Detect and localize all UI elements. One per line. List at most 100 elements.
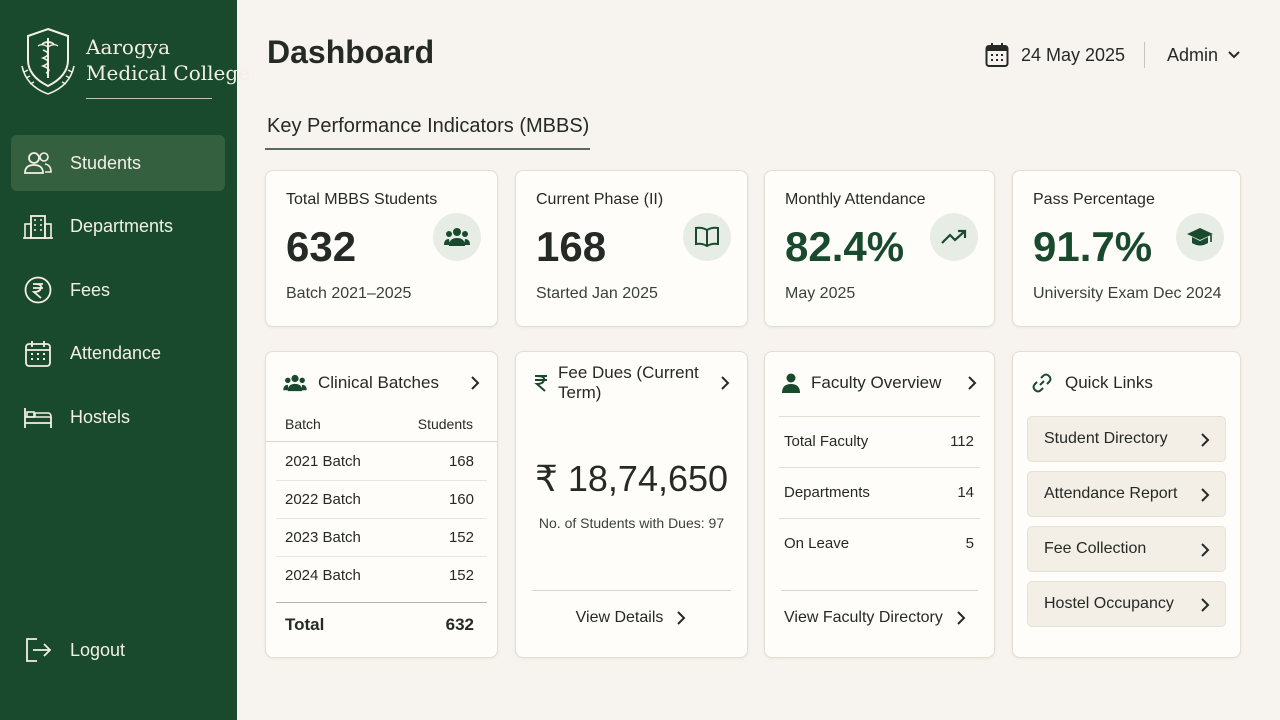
brand-line-1: Aarogya bbox=[86, 35, 170, 59]
faculty-overview-header[interactable]: Faculty Overview bbox=[781, 370, 978, 396]
batch-name: 2021 Batch bbox=[285, 453, 361, 470]
section-underline bbox=[265, 148, 590, 150]
quick-link-hostel-occupancy[interactable]: Hostel Occupancy bbox=[1027, 581, 1226, 627]
quick-link-attendance-report[interactable]: Attendance Report bbox=[1027, 471, 1226, 517]
brand-divider bbox=[86, 98, 212, 99]
kpi-value: 168 bbox=[536, 223, 607, 270]
kpi-label: Pass Percentage bbox=[1033, 191, 1155, 208]
faculty-stat-label: On Leave bbox=[784, 535, 850, 552]
sidebar-item-fees[interactable]: Fees bbox=[11, 262, 225, 318]
card-title: Quick Links bbox=[1065, 373, 1153, 392]
kpi-card-pass-percentage[interactable]: Pass Percentage 91.7% University Exam De… bbox=[1012, 170, 1241, 327]
kpi-value: 632 bbox=[286, 223, 357, 270]
book-icon bbox=[683, 213, 731, 261]
sidebar-item-departments[interactable]: Departments bbox=[11, 199, 225, 255]
card-title: Clinical Batches bbox=[318, 373, 439, 392]
chevron-right-icon bbox=[957, 611, 966, 625]
chevron-right-icon bbox=[1201, 488, 1210, 502]
sidebar-item-label: Fees bbox=[70, 279, 111, 300]
kpi-card-total-students[interactable]: Total MBBS Students 632 Batch 2021–2025 bbox=[265, 170, 498, 327]
clinical-batches-header[interactable]: Clinical Batches bbox=[282, 370, 481, 396]
table-header: Batch Students bbox=[266, 412, 497, 442]
logout-button[interactable]: Logout bbox=[11, 622, 225, 678]
header-divider bbox=[1144, 42, 1145, 68]
quick-link-label: Student Directory bbox=[1044, 430, 1168, 447]
current-date: 24 May 2025 bbox=[1021, 44, 1126, 65]
batch-name: 2023 Batch bbox=[285, 529, 361, 546]
view-details-link[interactable]: View Details bbox=[516, 609, 747, 627]
link-icon bbox=[1029, 372, 1055, 394]
kpi-card-current-phase[interactable]: Current Phase (II) 168 Started Jan 2025 bbox=[515, 170, 748, 327]
bed-icon bbox=[24, 408, 52, 428]
faculty-stat-value: 14 bbox=[957, 484, 974, 501]
chevron-right-icon bbox=[1201, 433, 1210, 447]
chevron-right-icon bbox=[677, 611, 686, 625]
faculty-stat-value: 112 bbox=[950, 433, 974, 450]
faculty-row: Departments 14 bbox=[779, 467, 980, 518]
sidebar-item-label: Attendance bbox=[70, 343, 162, 363]
chevron-right-icon bbox=[1201, 598, 1210, 612]
user-name: Admin bbox=[1167, 44, 1219, 65]
brand[interactable]: Aarogya Medical College bbox=[18, 24, 250, 104]
kpi-subtext: University Exam Dec 2024 bbox=[1033, 285, 1222, 302]
calendar-icon bbox=[25, 340, 51, 367]
brand-name: Aarogya Medical College bbox=[86, 34, 250, 86]
faculty-row: Total Faculty 112 bbox=[779, 416, 980, 467]
calendar-icon bbox=[985, 43, 1009, 67]
batch-name: 2022 Batch bbox=[285, 491, 361, 508]
fee-dues-count: No. of Students with Dues: 97 bbox=[538, 515, 725, 531]
table-row: 2024 Batch 152 bbox=[276, 557, 487, 595]
brand-line-2: Medical College bbox=[86, 61, 251, 85]
logout-icon bbox=[26, 638, 52, 662]
table-total-row: Total 632 bbox=[276, 602, 487, 642]
quick-links-header: Quick Links bbox=[1029, 370, 1224, 396]
sidebar-item-hostels[interactable]: Hostels bbox=[11, 389, 225, 445]
table-row: 2021 Batch 168 bbox=[276, 443, 487, 481]
faculty-stat-label: Total Faculty bbox=[784, 433, 869, 450]
quick-link-student-directory[interactable]: Student Directory bbox=[1027, 416, 1226, 462]
table-row: 2022 Batch 160 bbox=[276, 481, 487, 519]
kpi-label: Monthly Attendance bbox=[785, 191, 926, 208]
quick-link-label: Fee Collection bbox=[1044, 540, 1147, 557]
sidebar-item-label: Departments bbox=[70, 216, 174, 236]
user-menu[interactable]: Admin bbox=[1167, 42, 1240, 68]
faculty-stat-value: 5 bbox=[965, 535, 974, 552]
kpi-card-monthly-attendance[interactable]: Monthly Attendance 82.4% May 2025 bbox=[764, 170, 995, 327]
kpi-label: Current Phase (II) bbox=[536, 191, 664, 208]
faculty-stat-label: Departments bbox=[784, 484, 870, 501]
chevron-right-icon[interactable] bbox=[719, 376, 731, 390]
chevron-right-icon[interactable] bbox=[966, 376, 978, 390]
users-icon bbox=[433, 213, 481, 261]
total-label: Total bbox=[285, 615, 325, 634]
column-header-students: Students bbox=[417, 416, 473, 432]
kpi-subtext: Batch 2021–2025 bbox=[286, 285, 412, 302]
link-label: View Faculty Directory bbox=[784, 609, 943, 626]
chevron-right-icon bbox=[1201, 543, 1210, 557]
sidebar-item-label: Students bbox=[70, 152, 142, 173]
card-title: Fee Dues (Current Term) bbox=[558, 363, 699, 402]
card-divider bbox=[532, 590, 731, 591]
clinical-batches-card: Clinical Batches Batch Students 2021 Bat… bbox=[265, 351, 498, 658]
quick-links-card: Quick Links Student Directory Attendance… bbox=[1012, 351, 1241, 658]
chevron-right-icon[interactable] bbox=[469, 376, 481, 390]
kpi-value: 82.4% bbox=[785, 223, 905, 270]
quick-link-fee-collection[interactable]: Fee Collection bbox=[1027, 526, 1226, 572]
total-value: 632 bbox=[445, 615, 474, 634]
fee-dues-header[interactable]: Fee Dues (Current Term) bbox=[532, 363, 731, 402]
graduation-cap-icon bbox=[1176, 213, 1224, 261]
batch-students: 152 bbox=[448, 567, 474, 584]
batch-students: 152 bbox=[448, 529, 474, 546]
person-icon bbox=[781, 372, 801, 394]
faculty-row: On Leave 5 bbox=[779, 518, 980, 569]
building-icon bbox=[23, 214, 53, 239]
card-divider bbox=[781, 590, 978, 591]
sidebar-item-attendance[interactable]: Attendance bbox=[11, 326, 225, 382]
kpi-subtext: May 2025 bbox=[785, 285, 856, 302]
view-faculty-directory-link[interactable]: View Faculty Directory bbox=[765, 609, 994, 627]
sidebar-item-students[interactable]: Students bbox=[11, 135, 225, 191]
fee-dues-card: Fee Dues (Current Term) ₹ 18,74,650 No. … bbox=[515, 351, 748, 658]
batch-name: 2024 Batch bbox=[285, 567, 361, 584]
kpi-subtext: Started Jan 2025 bbox=[536, 285, 658, 302]
rupee-circle-icon bbox=[24, 276, 52, 304]
trend-up-icon bbox=[930, 213, 978, 261]
